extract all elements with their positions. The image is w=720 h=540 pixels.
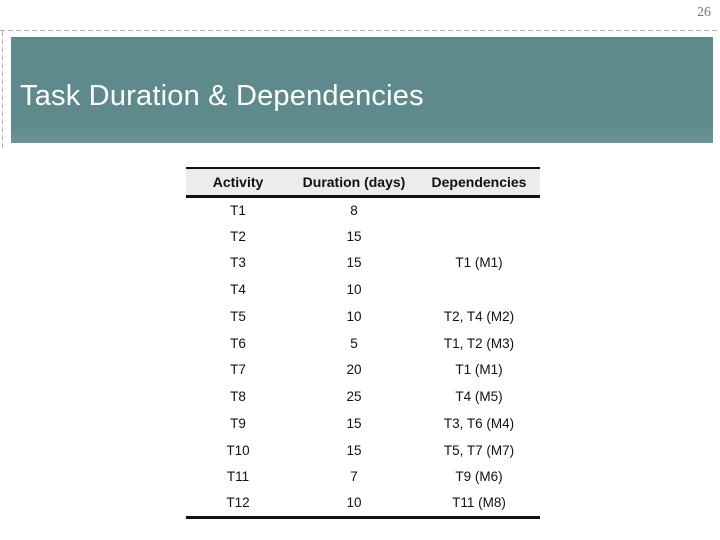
page-title: Task Duration & Dependencies bbox=[20, 79, 424, 112]
activity-cell: T10 bbox=[226, 442, 250, 458]
column-header-dependencies: Dependencies bbox=[431, 173, 527, 190]
table-row: T3 15 T1 (M1) bbox=[186, 250, 540, 277]
activity-cell: T5 bbox=[230, 308, 246, 324]
duration-cell: 5 bbox=[350, 335, 358, 351]
duration-cell: 15 bbox=[346, 442, 362, 458]
task-table: Activity Duration (days) Dependencies T1… bbox=[186, 167, 540, 519]
table-row: T12 10 T11 (M8) bbox=[186, 490, 540, 517]
dependencies-cell: T2, T4 (M2) bbox=[443, 308, 515, 324]
duration-cell: 10 bbox=[346, 495, 362, 511]
dependencies-cell: T1 (M1) bbox=[455, 255, 503, 271]
activity-cell: T4 bbox=[230, 282, 246, 298]
dashed-divider-top bbox=[0, 30, 720, 31]
duration-cell: 15 bbox=[346, 255, 362, 271]
dependencies-cell: T3, T6 (M4) bbox=[443, 415, 515, 431]
dashed-divider-left bbox=[2, 31, 3, 151]
dependencies-cell: T9 (M6) bbox=[455, 469, 503, 485]
duration-cell: 15 bbox=[346, 228, 362, 244]
duration-cell: 15 bbox=[346, 415, 362, 431]
dependencies-cell bbox=[418, 223, 540, 250]
dependencies-cell: T1, T2 (M3) bbox=[443, 335, 515, 351]
table-row: T10 15 T5, T7 (M7) bbox=[186, 437, 540, 464]
dependencies-cell bbox=[418, 196, 540, 223]
task-table-container: Activity Duration (days) Dependencies T1… bbox=[186, 167, 540, 519]
column-header-duration: Duration (days) bbox=[302, 173, 406, 190]
duration-cell: 10 bbox=[346, 282, 362, 298]
activity-cell: T2 bbox=[230, 228, 246, 244]
table-row: T11 7 T9 (M6) bbox=[186, 464, 540, 491]
activity-cell: T6 bbox=[230, 335, 246, 351]
dependencies-cell: T4 (M5) bbox=[455, 389, 503, 405]
duration-cell: 20 bbox=[346, 362, 362, 378]
table-row: T5 10 T2, T4 (M2) bbox=[186, 303, 540, 330]
activity-cell: T7 bbox=[230, 362, 246, 378]
duration-cell: 10 bbox=[346, 308, 362, 324]
table-row: T8 25 T4 (M5) bbox=[186, 383, 540, 410]
page-number: 26 bbox=[697, 5, 711, 20]
table-row: T9 15 T3, T6 (M4) bbox=[186, 410, 540, 437]
activity-cell: T11 bbox=[226, 469, 250, 485]
activity-cell: T8 bbox=[230, 389, 246, 405]
dependencies-cell: T11 (M8) bbox=[452, 495, 506, 511]
duration-cell: 7 bbox=[350, 469, 358, 485]
activity-cell: T9 bbox=[230, 415, 246, 431]
task-table-body: T1 8 T2 15 T3 15 T1 (M1) T4 10 T5 10 T2, T4 (M2) T6 5… bbox=[186, 196, 540, 517]
dependencies-cell bbox=[418, 276, 540, 303]
duration-cell: 25 bbox=[346, 389, 362, 405]
table-row: T2 15 bbox=[186, 223, 540, 250]
title-bar: Task Duration & Dependencies bbox=[11, 37, 713, 143]
dependencies-cell: T1 (M1) bbox=[455, 362, 503, 378]
duration-cell: 8 bbox=[350, 202, 358, 218]
table-row: T7 20 T1 (M1) bbox=[186, 357, 540, 384]
table-row: T1 8 bbox=[186, 196, 540, 223]
column-header-activity: Activity bbox=[212, 173, 264, 190]
dependencies-cell: T5, T7 (M7) bbox=[443, 442, 515, 458]
activity-cell: T12 bbox=[226, 495, 250, 511]
activity-cell: T3 bbox=[230, 255, 246, 271]
table-header-row: Activity Duration (days) Dependencies bbox=[186, 168, 540, 196]
activity-cell: T1 bbox=[230, 202, 246, 218]
table-row: T4 10 bbox=[186, 276, 540, 303]
table-row: T6 5 T1, T2 (M3) bbox=[186, 330, 540, 357]
